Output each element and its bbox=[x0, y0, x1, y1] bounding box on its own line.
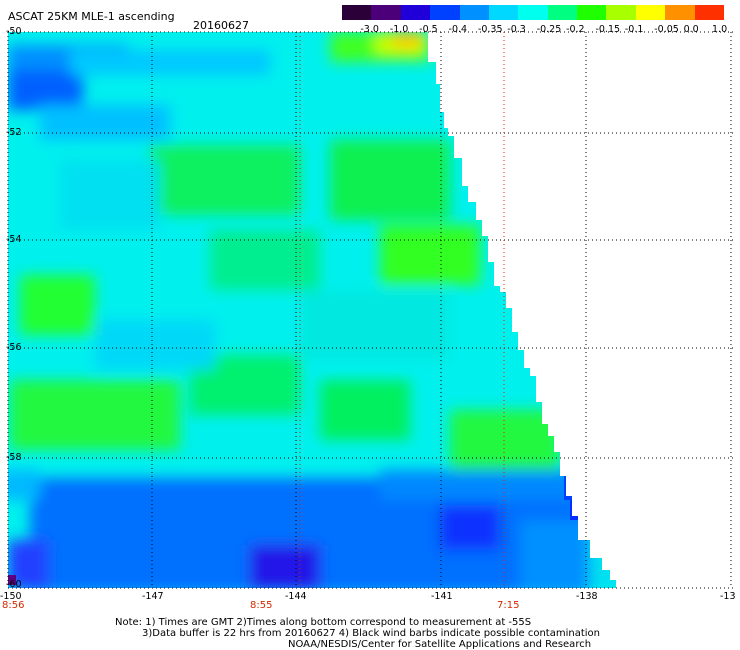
legend-label: -0.25 bbox=[536, 24, 562, 35]
lon-label: -144 bbox=[285, 591, 307, 602]
legend-swatch bbox=[371, 5, 402, 20]
lon-label: -147 bbox=[142, 591, 164, 602]
legend-swatch bbox=[665, 5, 696, 20]
legend-label: -0.05 bbox=[654, 24, 679, 35]
legend-label: -0.4 bbox=[448, 24, 468, 35]
legend-swatch bbox=[518, 5, 549, 20]
legend-swatch bbox=[694, 5, 725, 20]
legend-label: -0.5 bbox=[419, 24, 438, 35]
note-line-3: NOAA/NESDIS/Center for Satellite Applica… bbox=[288, 639, 592, 650]
legend-swatch bbox=[606, 5, 637, 20]
legend-swatch bbox=[577, 5, 607, 20]
time-lines bbox=[299, 32, 505, 588]
legend-label: -0.2 bbox=[566, 24, 585, 35]
legend-label: -0.15 bbox=[595, 24, 621, 35]
legend-swatch bbox=[400, 5, 431, 20]
legend-label: -0.1 bbox=[624, 24, 644, 35]
lon-label: -150 bbox=[0, 591, 22, 602]
legend-label: -0.35 bbox=[477, 24, 503, 35]
note-line-2: 3)Data buffer is 22 hrs from 20160627 4)… bbox=[142, 628, 600, 639]
lon-label: -138 bbox=[576, 591, 598, 602]
time-label: 8:55 bbox=[250, 600, 273, 611]
lon-label: -141 bbox=[431, 591, 453, 602]
lat-label: -50 bbox=[6, 26, 22, 37]
legend-swatch bbox=[547, 5, 578, 20]
color-legend bbox=[342, 5, 725, 20]
legend-label: 1.0 bbox=[712, 24, 728, 35]
legend-label: -0.3 bbox=[507, 24, 526, 35]
time-label: 8:56 bbox=[2, 600, 25, 611]
map-title: ASCAT 25KM MLE-1 ascending bbox=[8, 10, 175, 23]
legend-swatch bbox=[430, 5, 461, 20]
legend-swatch bbox=[635, 5, 666, 20]
legend-label: 0.0 bbox=[683, 24, 699, 35]
lat-label: -58 bbox=[6, 452, 22, 463]
lon-label: -13 bbox=[720, 591, 736, 602]
legend-swatch bbox=[488, 5, 519, 20]
note-line-1: Note: 1) Times are GMT 2)Times along bot… bbox=[115, 617, 532, 628]
lat-label: -52 bbox=[6, 127, 22, 138]
legend-swatch bbox=[342, 5, 372, 20]
map-date: 20160627 bbox=[193, 19, 249, 32]
lat-label: -54 bbox=[6, 234, 22, 245]
legend-swatch bbox=[459, 5, 490, 20]
graticule bbox=[7, 31, 734, 589]
lat-label: -56 bbox=[6, 342, 22, 353]
lat-label: -60 bbox=[6, 579, 22, 590]
time-label: 7:15 bbox=[497, 600, 520, 611]
legend-label: -3.0 bbox=[360, 24, 379, 35]
legend-label: -1.0 bbox=[389, 24, 409, 35]
data-swath bbox=[8, 32, 616, 588]
